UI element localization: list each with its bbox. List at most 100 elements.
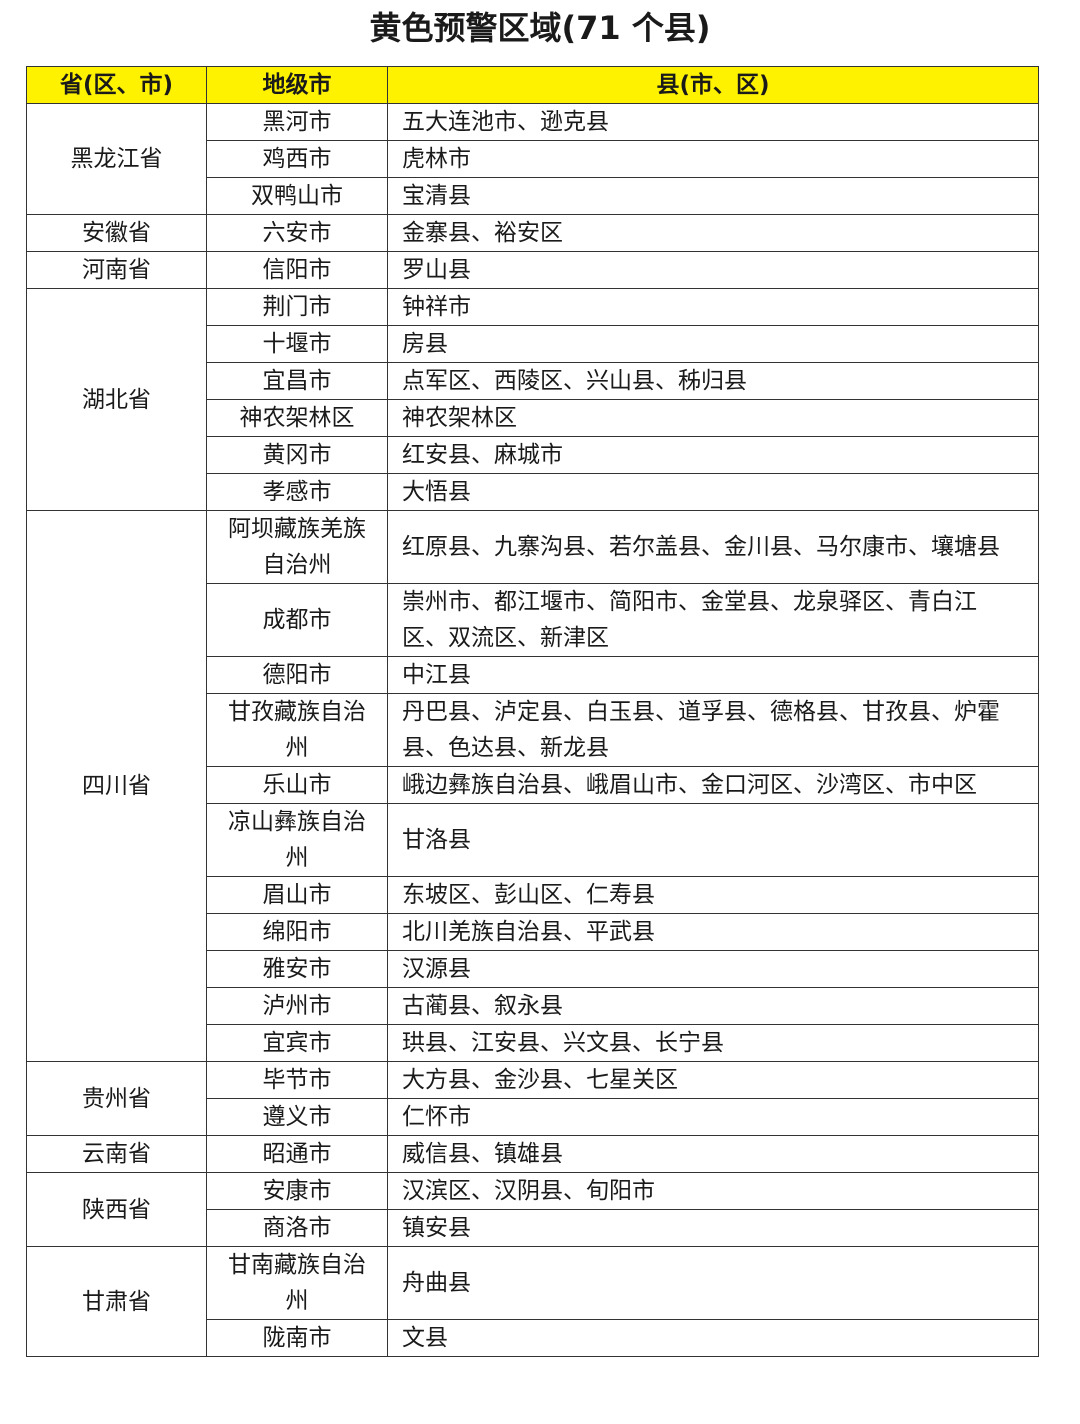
table-body: 黑龙江省 黑河市 五大连池市、逊克县 鸡西市 虎林市 双鸭山市 宝清县 安徽省 六安市 金寨县、裕… xyxy=(26,103,1039,1357)
county-cell: 红安县、麻城市 xyxy=(387,436,1039,474)
city-cell: 凉山彝族自治州 xyxy=(206,803,388,877)
table-row: 宜宾市 珙县、江安县、兴文县、长宁县 xyxy=(27,1024,1039,1062)
table-row: 贵州省 毕节市 大方县、金沙县、七星关区 xyxy=(26,1061,1039,1136)
table-row: 甘孜藏族自治州 丹巴县、泸定县、白玉县、道孚县、德格县、甘孜县、炉霍县、色达县、新… xyxy=(27,693,1039,767)
county-cell: 汉滨区、汉阴县、旬阳市 xyxy=(387,1172,1039,1210)
table-row: 甘肃省 甘南藏族自治州 舟曲县 xyxy=(26,1246,1039,1357)
county-cell: 大悟县 xyxy=(387,473,1039,511)
city-cell: 商洛市 xyxy=(206,1209,388,1247)
table-row: 陕西省 安康市 汉滨区、汉阴县、旬阳市 xyxy=(26,1172,1039,1247)
city-cell: 宜昌市 xyxy=(206,362,388,400)
county-cell: 宝清县 xyxy=(387,177,1039,215)
county-cell: 虎林市 xyxy=(387,140,1039,178)
city-cell: 阿坝藏族羌族自治州 xyxy=(206,510,388,584)
header-row: 省(区、市) 地级市 县(市、区) xyxy=(26,66,1039,104)
county-cell: 大方县、金沙县、七星关区 xyxy=(387,1061,1039,1099)
header-cell: 县(市、区) xyxy=(387,66,1039,104)
province-cell: 云南省 xyxy=(26,1135,207,1173)
city-cell: 甘南藏族自治州 xyxy=(206,1246,388,1320)
county-cell: 仁怀市 xyxy=(387,1098,1039,1136)
province-cell: 安徽省 xyxy=(26,214,207,252)
county-cell: 红原县、九寨沟县、若尔盖县、金川县、马尔康市、壤塘县 xyxy=(387,510,1039,584)
city-cell: 乐山市 xyxy=(206,766,388,804)
province-cell: 河南省 xyxy=(26,251,207,289)
city-cell: 遵义市 xyxy=(206,1098,388,1136)
table-row: 湖北省 荆门市 钟祥市 xyxy=(26,288,1039,511)
city-cell: 德阳市 xyxy=(206,656,388,694)
city-cell: 信阳市 xyxy=(206,251,388,289)
county-cell: 点军区、西陵区、兴山县、秭归县 xyxy=(387,362,1039,400)
table-row: 遵义市 仁怀市 xyxy=(27,1098,1039,1136)
table-row: 安徽省 六安市 金寨县、裕安区 xyxy=(26,214,1039,252)
city-cell: 宜宾市 xyxy=(206,1024,388,1062)
city-cell: 鸡西市 xyxy=(206,140,388,178)
table-row: 鸡西市 虎林市 xyxy=(27,140,1039,178)
county-cell: 金寨县、裕安区 xyxy=(387,214,1039,252)
table-row: 绵阳市 北川羌族自治县、平武县 xyxy=(27,913,1039,951)
header-cell: 地级市 xyxy=(206,66,388,104)
table-row: 孝感市 大悟县 xyxy=(27,473,1039,511)
table-row: 神农架林区 神农架林区 xyxy=(27,399,1039,437)
county-cell: 丹巴县、泸定县、白玉县、道孚县、德格县、甘孜县、炉霍县、色达县、新龙县 xyxy=(387,693,1039,767)
city-cell: 雅安市 xyxy=(206,950,388,988)
table-row: 黑龙江省 黑河市 五大连池市、逊克县 xyxy=(26,103,1039,215)
city-cell: 成都市 xyxy=(206,583,388,657)
title: 黄色预警区域(71 个县) xyxy=(369,9,711,47)
table-header: 省(区、市) 地级市 县(市、区) xyxy=(26,66,1039,104)
city-cell: 毕节市 xyxy=(206,1061,388,1099)
province-cell: 贵州省 xyxy=(26,1061,207,1136)
city-cell: 绵阳市 xyxy=(206,913,388,951)
city-cell: 荆门市 xyxy=(206,288,388,326)
table-row: 泸州市 古蔺县、叙永县 xyxy=(27,987,1039,1025)
county-cell: 珙县、江安县、兴文县、长宁县 xyxy=(387,1024,1039,1062)
county-cell: 崇州市、都江堰市、简阳市、金堂县、龙泉驿区、青白江区、双流区、新津区 xyxy=(387,583,1039,657)
city-cell: 孝感市 xyxy=(206,473,388,511)
city-cell: 神农架林区 xyxy=(206,399,388,437)
city-cell: 黑河市 xyxy=(206,103,388,141)
county-cell: 神农架林区 xyxy=(387,399,1039,437)
city-cell: 泸州市 xyxy=(206,987,388,1025)
table-row: 河南省 信阳市 罗山县 xyxy=(26,251,1039,289)
county-cell: 北川羌族自治县、平武县 xyxy=(387,913,1039,951)
table-row: 云南省 昭通市 威信县、镇雄县 xyxy=(26,1135,1039,1173)
county-cell: 五大连池市、逊克县 xyxy=(387,103,1039,141)
table-row: 商洛市 镇安县 xyxy=(27,1209,1039,1247)
county-cell: 房县 xyxy=(387,325,1039,363)
county-cell: 舟曲县 xyxy=(387,1246,1039,1320)
table-row: 四川省 阿坝藏族羌族自治州 红原县、九寨沟县、若尔盖县、金川县、马尔康市、壤塘县 xyxy=(26,510,1039,1062)
city-cell: 黄冈市 xyxy=(206,436,388,474)
county-cell: 罗山县 xyxy=(387,251,1039,289)
header-cell: 省(区、市) xyxy=(26,66,207,104)
table-row: 十堰市 房县 xyxy=(27,325,1039,363)
county-cell: 钟祥市 xyxy=(387,288,1039,326)
county-cell: 东坡区、彭山区、仁寿县 xyxy=(387,876,1039,914)
county-cell: 峨边彝族自治县、峨眉山市、金口河区、沙湾区、市中区 xyxy=(387,766,1039,804)
province-cell: 湖北省 xyxy=(26,288,207,511)
city-cell: 昭通市 xyxy=(206,1135,388,1173)
province-cell: 黑龙江省 xyxy=(26,103,207,215)
table-row: 眉山市 东坡区、彭山区、仁寿县 xyxy=(27,876,1039,914)
county-cell: 古蔺县、叙永县 xyxy=(387,987,1039,1025)
city-cell: 眉山市 xyxy=(206,876,388,914)
table-row: 凉山彝族自治州 甘洛县 xyxy=(27,803,1039,877)
city-cell: 十堰市 xyxy=(206,325,388,363)
county-cell: 中江县 xyxy=(387,656,1039,694)
table-row: 德阳市 中江县 xyxy=(27,656,1039,694)
county-cell: 威信县、镇雄县 xyxy=(387,1135,1039,1173)
table-row: 黄冈市 红安县、麻城市 xyxy=(27,436,1039,474)
city-cell: 六安市 xyxy=(206,214,388,252)
province-cell: 陕西省 xyxy=(26,1172,207,1247)
table-row: 乐山市 峨边彝族自治县、峨眉山市、金口河区、沙湾区、市中区 xyxy=(27,766,1039,804)
city-cell: 安康市 xyxy=(206,1172,388,1210)
county-cell: 镇安县 xyxy=(387,1209,1039,1247)
county-cell: 甘洛县 xyxy=(387,803,1039,877)
city-cell: 双鸭山市 xyxy=(206,177,388,215)
county-cell: 汉源县 xyxy=(387,950,1039,988)
table-row: 陇南市 文县 xyxy=(27,1319,1039,1357)
city-cell: 陇南市 xyxy=(206,1319,388,1357)
warning-table: 省(区、市) 地级市 县(市、区) 黑龙江省 黑河市 五大连池市、逊克县 鸡西市 虎林市… xyxy=(26,66,1039,1357)
province-cell: 四川省 xyxy=(26,510,207,1062)
table-row: 成都市 崇州市、都江堰市、简阳市、金堂县、龙泉驿区、青白江区、双流区、新津区 xyxy=(27,583,1039,657)
city-cell: 甘孜藏族自治州 xyxy=(206,693,388,767)
province-cell: 甘肃省 xyxy=(26,1246,207,1357)
